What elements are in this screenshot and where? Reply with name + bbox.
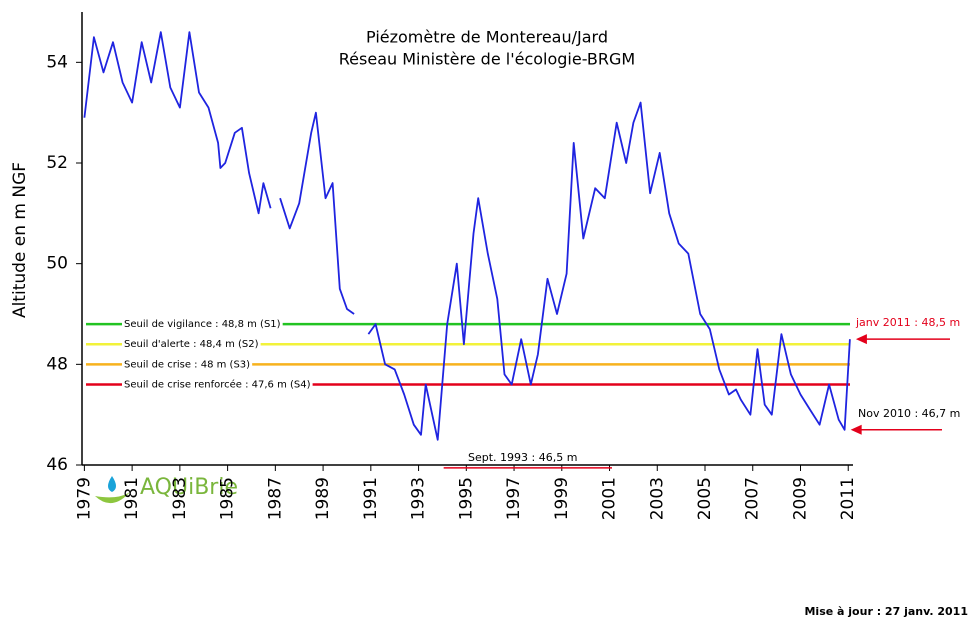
logo-text: AQUiBrie [140, 475, 238, 500]
y-tick-label: 52 [46, 153, 68, 173]
x-tick-label: 1979 [74, 477, 94, 520]
y-axis-label: Altitude en m NGF [10, 162, 30, 318]
x-tick-label: 1991 [361, 477, 381, 520]
y-tick-label: 48 [46, 354, 68, 374]
y-tick-label: 54 [46, 52, 68, 72]
x-tick-label: 1983 [170, 477, 190, 520]
x-tick-label: 1997 [504, 477, 524, 520]
x-tick-label: 1989 [313, 477, 333, 520]
annotation-text: Sept. 1993 : 46,5 m [468, 451, 577, 464]
x-tick-label: 1981 [122, 477, 142, 520]
series-line [83, 31, 851, 441]
annotation-arrowhead [855, 334, 867, 345]
threshold-label: Seuil de vigilance : 48,8 m (S1) [124, 319, 281, 330]
threshold-label-bg [122, 359, 253, 371]
threshold-label: Seuil de crise renforcée : 47,6 m (S4) [124, 378, 311, 390]
x-tick-label: 1987 [265, 477, 285, 520]
logo: AQUiBrie [95, 475, 238, 504]
x-tick-label: 2001 [600, 477, 620, 520]
x-tick-label: 1993 [409, 477, 429, 520]
threshold-label-bg [122, 378, 313, 391]
x-tick-label: 2011 [838, 477, 858, 520]
threshold-label-bg [122, 319, 283, 331]
chart-subtitle: Réseau Ministère de l'écologie-BRGM [339, 50, 635, 69]
y-tick-label: 50 [46, 254, 68, 274]
annotation-text: janv 2011 : 48,5 m [855, 316, 960, 329]
x-tick-label: 1985 [218, 477, 238, 520]
x-tick-label: 2005 [695, 477, 715, 520]
threshold-label-bg [122, 339, 261, 351]
x-tick-label: 1999 [552, 477, 572, 520]
x-tick-label: 2007 [743, 477, 763, 520]
annotation-text: Nov 2010 : 46,7 m [858, 407, 960, 420]
x-tick-label: 2009 [790, 477, 810, 520]
threshold-label: Seuil d'alerte : 48,4 m (S2) [124, 339, 259, 350]
x-tick-label: 1995 [456, 477, 476, 520]
chart-title: Piézomètre de Montereau/Jard [366, 28, 608, 47]
footer: Mise à jour : 27 janv. 2011 [804, 605, 968, 618]
x-tick-label: 2003 [647, 477, 667, 520]
threshold-label: Seuil de crise : 48 m (S3) [124, 359, 250, 370]
annotation-arrowhead [850, 424, 862, 435]
y-tick-label: 46 [46, 455, 68, 475]
logo-drop [108, 476, 116, 492]
logo-swoosh [95, 492, 130, 504]
